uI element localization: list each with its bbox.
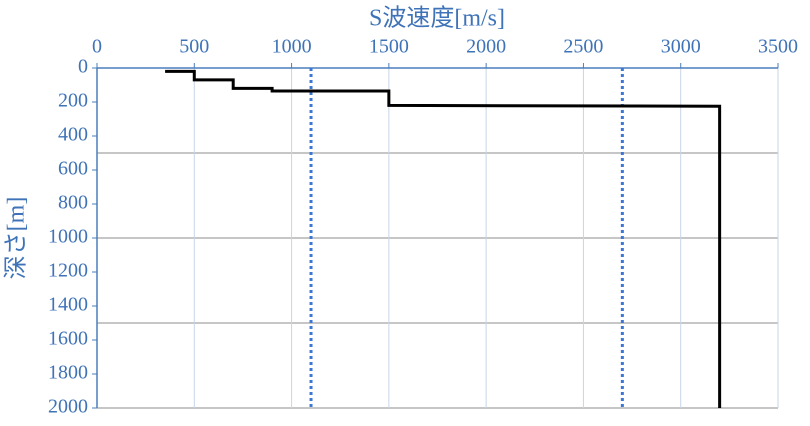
y-tick-label: 1600 <box>48 328 88 350</box>
profile-line <box>165 69 722 408</box>
y-axis-title: 深さ[m] <box>3 197 30 280</box>
y-tick-label: 1000 <box>48 226 88 248</box>
y-tick-label: 2000 <box>48 396 88 418</box>
x-tick-label: 500 <box>179 36 209 58</box>
x-tick-label: 1000 <box>272 36 312 58</box>
x-tick-label: 3000 <box>661 36 701 58</box>
y-tick-label: 1400 <box>48 294 88 316</box>
x-tick-label: 3500 <box>758 36 798 58</box>
y-tick-label: 1800 <box>48 362 88 384</box>
x-tick-label: 0 <box>92 36 102 58</box>
y-tick-label: 200 <box>58 90 88 112</box>
x-tick-label: 2000 <box>466 36 506 58</box>
x-tick-label: 1500 <box>369 36 409 58</box>
y-tick-label: 800 <box>58 192 88 214</box>
y-tick-label: 400 <box>58 124 88 146</box>
y-tick-label: 600 <box>58 158 88 180</box>
y-tick-label: 1200 <box>48 260 88 282</box>
x-axis-title: S波速度[m/s] <box>369 5 505 32</box>
x-tick-label: 2500 <box>563 36 603 58</box>
y-tick-label: 0 <box>78 56 88 78</box>
